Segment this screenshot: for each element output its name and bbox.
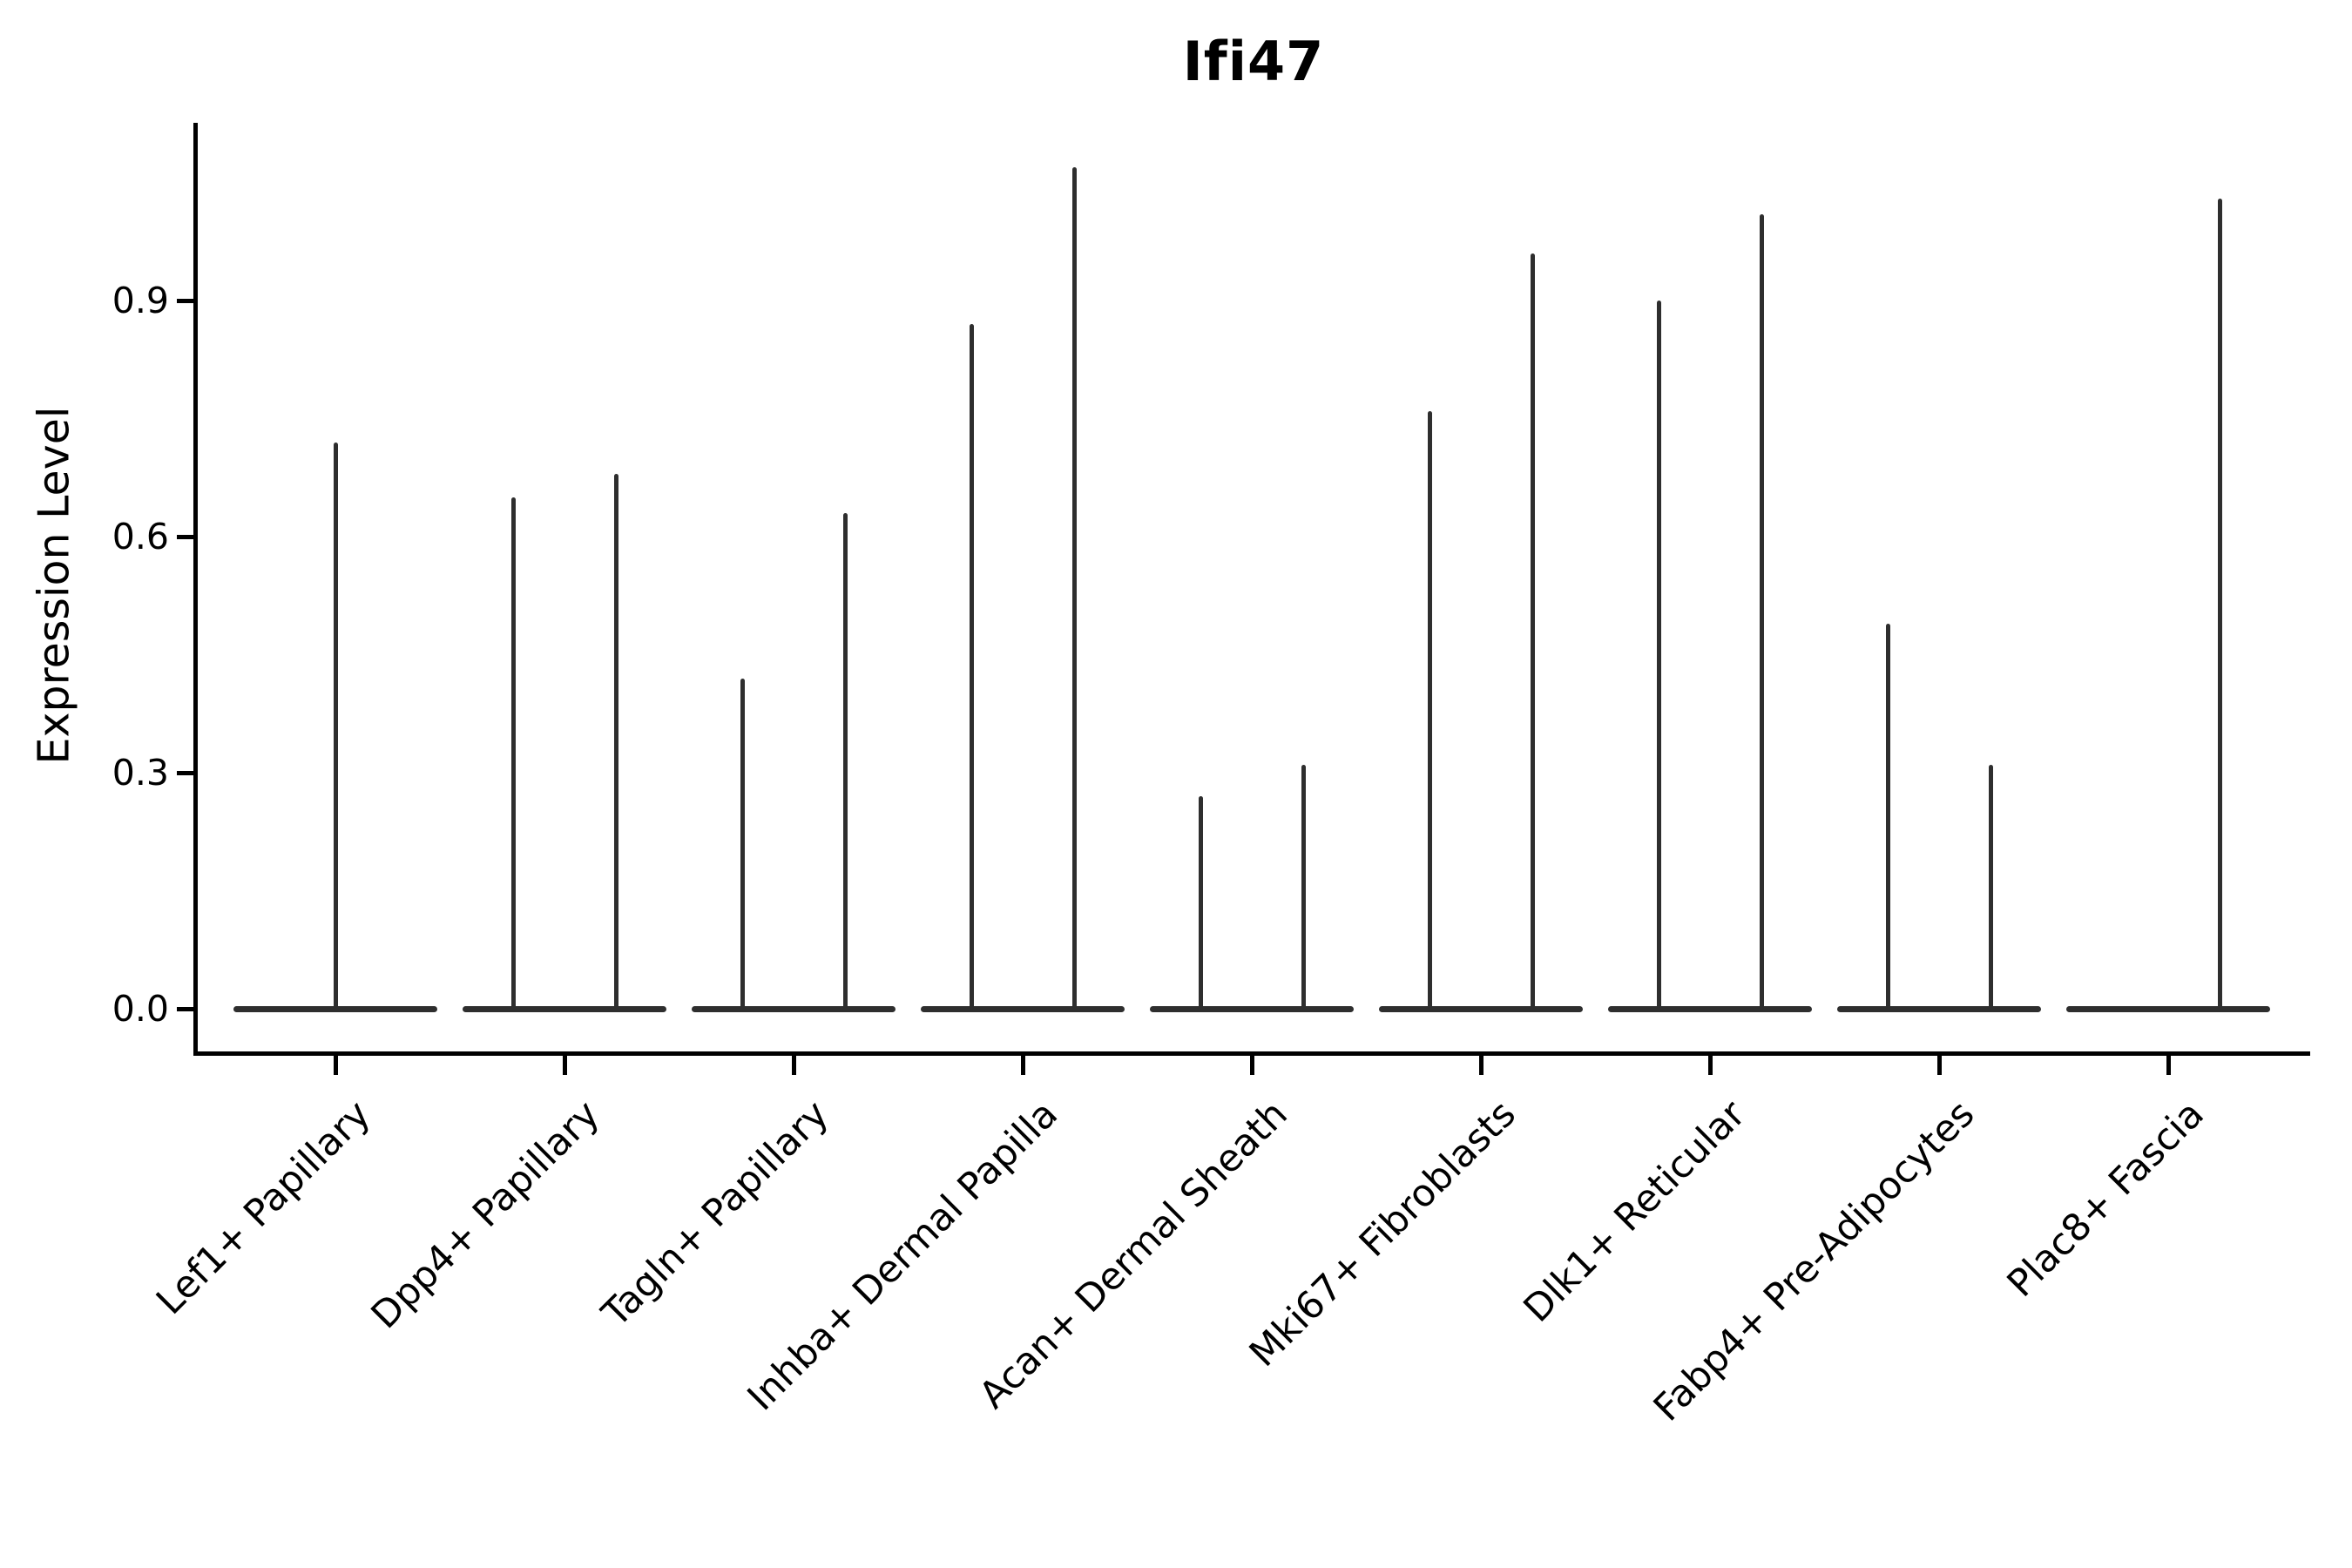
violin-spike	[333, 442, 338, 1012]
x-tick	[563, 1056, 567, 1075]
violin-spike	[1530, 253, 1535, 1012]
y-tick	[177, 771, 193, 776]
x-axis-category-label: Dpp4+ Papillary	[363, 1092, 609, 1338]
x-tick	[1250, 1056, 1254, 1075]
x-axis-category-label: Tagln+ Papillary	[594, 1092, 838, 1336]
y-tick	[177, 1007, 193, 1011]
y-tick-label: 0.9	[112, 280, 169, 322]
violin-spike	[1885, 623, 1890, 1012]
violin-spike	[2217, 198, 2222, 1012]
violin-spike	[1427, 410, 1432, 1012]
x-tick	[1479, 1056, 1484, 1075]
page-title: Ifi47	[1182, 30, 1325, 93]
violin-baseline	[692, 1006, 896, 1012]
violin-spike	[1988, 765, 1993, 1012]
violin-baseline	[1150, 1006, 1354, 1012]
x-tick	[1937, 1056, 1942, 1075]
y-tick	[177, 299, 193, 304]
x-axis-category-label: Plac8+ Fascia	[1998, 1092, 2213, 1306]
x-tick	[334, 1056, 338, 1075]
x-tick	[792, 1056, 796, 1075]
y-tick-label: 0.3	[112, 752, 169, 794]
violin-spike	[1759, 213, 1764, 1012]
violin-baseline	[1379, 1006, 1583, 1012]
violin-spike	[1071, 166, 1077, 1012]
violin-baseline	[1837, 1006, 2041, 1012]
violin-baseline	[921, 1006, 1125, 1012]
y-tick-label: 0.0	[112, 988, 169, 1030]
y-axis-label: Expression Level	[29, 406, 79, 765]
violin-baseline	[2066, 1006, 2270, 1012]
violin-spike	[1198, 796, 1203, 1012]
x-axis-spine	[193, 1051, 2310, 1056]
violin-spike	[1301, 765, 1306, 1012]
y-tick-label: 0.6	[112, 516, 169, 558]
y-axis-spine	[193, 123, 198, 1056]
x-axis-category-label: Lef1+ Papillary	[148, 1092, 380, 1324]
x-tick	[1021, 1056, 1025, 1075]
x-axis-category-label: Dlk1+ Reticular	[1515, 1092, 1754, 1331]
violin-baseline	[1608, 1006, 1812, 1012]
violin-spike	[740, 678, 745, 1012]
violin-spike	[510, 497, 516, 1012]
y-tick	[177, 535, 193, 540]
violin-spike	[613, 473, 618, 1012]
violin-spike	[842, 513, 848, 1012]
x-tick	[1708, 1056, 1713, 1075]
violin-spike	[969, 324, 974, 1012]
x-tick	[2166, 1056, 2171, 1075]
violin-spike	[1656, 301, 1661, 1012]
violin-baseline	[463, 1006, 666, 1012]
